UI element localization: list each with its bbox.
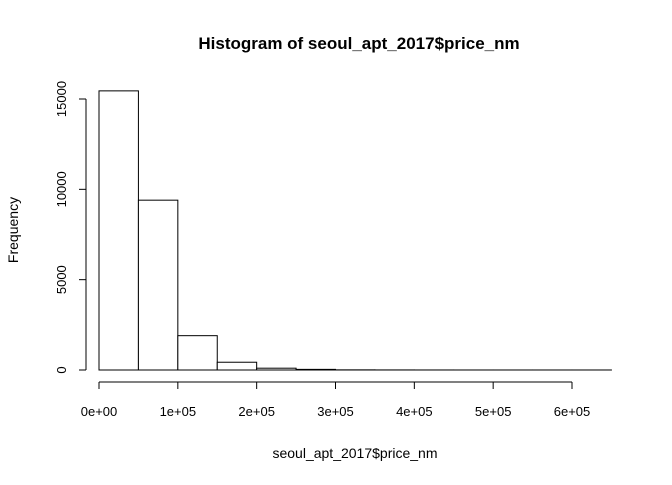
histogram-bar (296, 369, 335, 370)
y-axis-label: Frequency (5, 197, 21, 263)
y-tick-label: 5000 (54, 265, 69, 294)
y-tick-label: 15000 (54, 81, 69, 117)
x-axis: 0e+00 1e+05 2e+05 3e+05 4e+05 5e+05 6e+05 (81, 382, 591, 419)
y-axis: 0 5000 10000 15000 (54, 81, 86, 374)
x-tick-label: 2e+05 (238, 404, 275, 419)
histogram-bar (217, 362, 256, 370)
chart-title: Histogram of seoul_apt_2017$price_nm (198, 34, 519, 53)
x-tick-label: 1e+05 (160, 404, 197, 419)
x-axis-label: seoul_apt_2017$price_nm (272, 445, 437, 461)
histogram-bar (257, 368, 296, 370)
x-tick-label: 6e+05 (554, 404, 591, 419)
x-tick-label: 4e+05 (396, 404, 433, 419)
x-tick-label: 3e+05 (317, 404, 354, 419)
x-tick-label: 0e+00 (81, 404, 118, 419)
histogram-bar (99, 91, 138, 370)
y-tick-label: 10000 (54, 171, 69, 207)
histogram-bar (138, 200, 177, 370)
x-tick-label: 5e+05 (475, 404, 512, 419)
histogram-bar (178, 336, 217, 370)
bars-group (99, 91, 611, 370)
y-tick-label: 0 (54, 366, 69, 373)
